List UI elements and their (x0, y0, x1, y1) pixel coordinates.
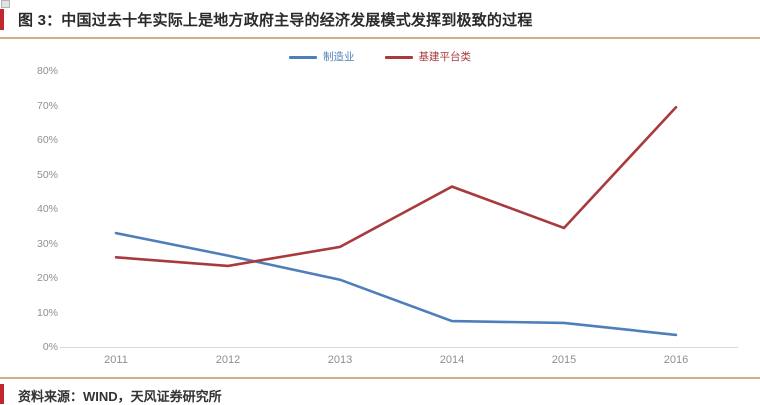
x-tick-label: 2013 (327, 354, 353, 366)
y-tick-label: 70% (36, 99, 58, 112)
y-tick-label: 60% (36, 134, 58, 146)
x-tick-label: 2012 (215, 354, 241, 366)
legend-label: 基建平台类 (418, 51, 472, 63)
title-divider (0, 37, 760, 39)
x-tick-label: 2014 (439, 354, 465, 366)
source-note: 资料来源：WIND，天风证券研究所 (18, 389, 222, 404)
y-tick-label: 0% (42, 341, 58, 353)
image-placeholder-icon (1, 0, 10, 8)
infrastructure-series-line (114, 105, 678, 268)
figure-title: 图 3：中国过去十年实际上是地方政府主导的经济发展模式发挥到极致的过程 (18, 12, 533, 29)
title-accent-bar (0, 9, 4, 30)
y-tick-label: 10% (36, 306, 58, 319)
y-tick-label: 80% (36, 65, 58, 77)
y-tick-label: 30% (36, 237, 58, 250)
legend-line-marker (384, 55, 413, 59)
y-tick-label: 40% (36, 203, 58, 215)
y-tick-label: 20% (36, 272, 58, 284)
footer-accent-bar (0, 384, 4, 404)
legend-label: 制造业 (323, 51, 355, 63)
x-tick-label: 2015 (551, 354, 577, 366)
footer-divider (0, 377, 760, 379)
legend-line-marker (289, 55, 317, 59)
legend-item: 基建平台类 (384, 51, 472, 63)
x-tick-label: 2011 (104, 354, 128, 366)
legend-item: 制造业 (289, 51, 355, 63)
manufacturing-series-line (114, 231, 678, 337)
chart-legend: 制造业 基建平台类 (0, 50, 760, 64)
x-axis-line (60, 347, 738, 348)
x-tick-label: 2016 (663, 354, 689, 366)
y-tick-label: 50% (36, 168, 58, 181)
